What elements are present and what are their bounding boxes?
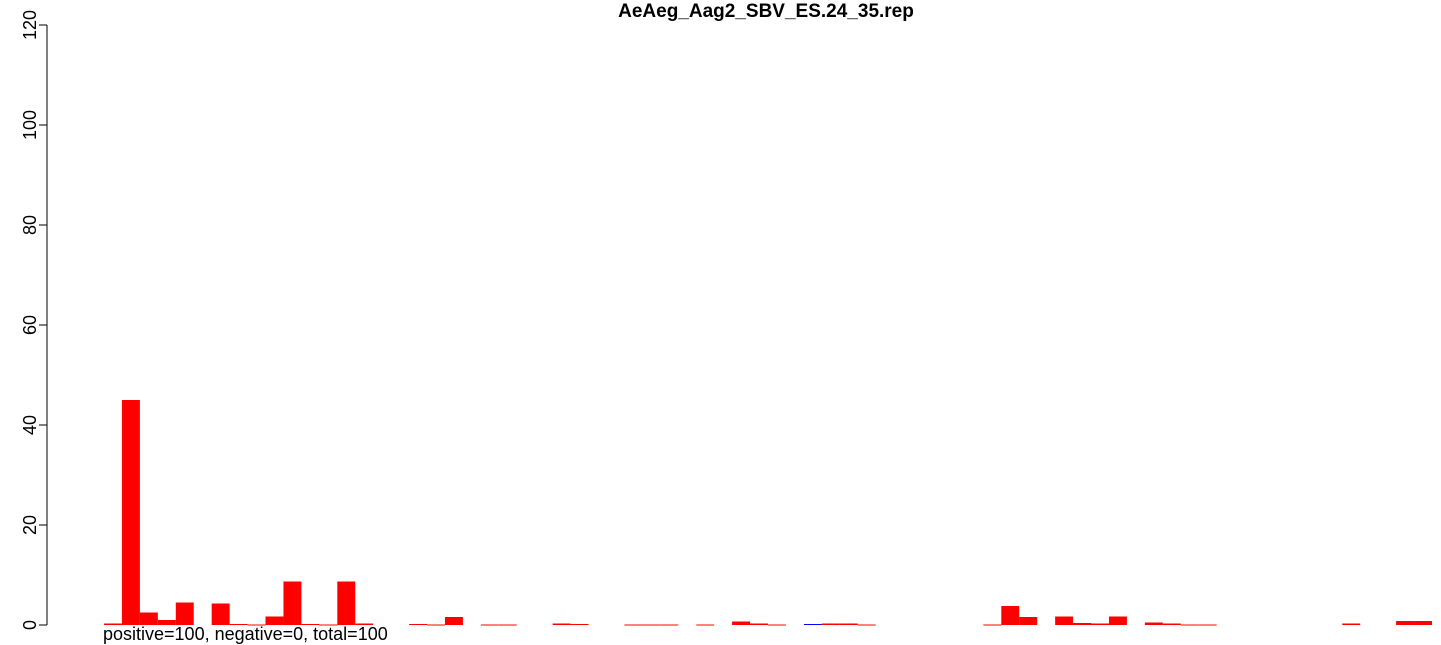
bar-positive: [265, 616, 284, 625]
bar-positive: [624, 624, 643, 626]
bar-positive: [660, 624, 679, 626]
y-tick-label: 60: [20, 315, 40, 335]
bar-positive: [732, 621, 751, 625]
bar-positive: [409, 624, 428, 625]
bar-positive: [337, 581, 356, 625]
chart-title: AeAeg_Aag2_SBV_ES.24_35.rep: [618, 1, 914, 22]
bar-positive: [570, 624, 589, 625]
bar-positive: [229, 624, 248, 625]
bar-positive: [1055, 616, 1074, 625]
bar-positive: [983, 624, 1002, 626]
y-tick-label: 0: [20, 620, 40, 630]
bar-positive: [247, 624, 266, 626]
bar-positive: [552, 623, 571, 625]
bar-positive: [839, 623, 858, 625]
bar-positive: [157, 620, 176, 625]
bar-positive: [1414, 621, 1432, 625]
bar-positive: [1180, 624, 1199, 626]
bar-positive: [319, 624, 338, 626]
bar-positive: [427, 624, 445, 626]
bar-positive: [175, 602, 194, 625]
bars: [104, 400, 1432, 626]
bar-positive: [750, 623, 768, 625]
bar-positive: [1001, 606, 1020, 625]
bar-positive: [139, 612, 158, 625]
bar-positive: [1162, 623, 1181, 625]
bar-positive: [121, 400, 140, 625]
bar-positive: [211, 603, 230, 625]
bar-positive: [1108, 616, 1127, 625]
bar-positive: [768, 624, 786, 626]
totals-footer: positive=100, negative=0, total=100: [103, 624, 388, 644]
bar-negative: [803, 624, 822, 625]
y-axis: 0 20 40 60 80 100 120: [20, 10, 48, 630]
y-tick-label: 20: [20, 515, 40, 535]
bar-positive: [444, 617, 463, 625]
bar-positive: [1073, 623, 1092, 625]
bar-positive: [1342, 623, 1361, 625]
bar-positive: [1396, 621, 1415, 625]
bar-positive: [857, 624, 876, 626]
y-tick-label: 120: [20, 10, 40, 40]
bar-positive: [696, 624, 715, 626]
y-tick-label: 40: [20, 415, 40, 435]
bar-positive: [498, 624, 517, 626]
bar-positive: [821, 623, 840, 625]
bar-positive: [1019, 617, 1038, 625]
y-tick-label: 100: [20, 110, 40, 140]
bar-positive: [642, 624, 661, 626]
bar-positive: [301, 624, 320, 625]
bar-positive: [283, 581, 302, 625]
bar-positive: [480, 624, 499, 626]
bar-positive: [1091, 623, 1109, 625]
bar-positive: [1144, 622, 1163, 625]
bar-positive: [355, 623, 374, 625]
y-tick-label: 80: [20, 215, 40, 235]
bar-positive: [1198, 624, 1217, 626]
bar-positive: [104, 623, 122, 625]
